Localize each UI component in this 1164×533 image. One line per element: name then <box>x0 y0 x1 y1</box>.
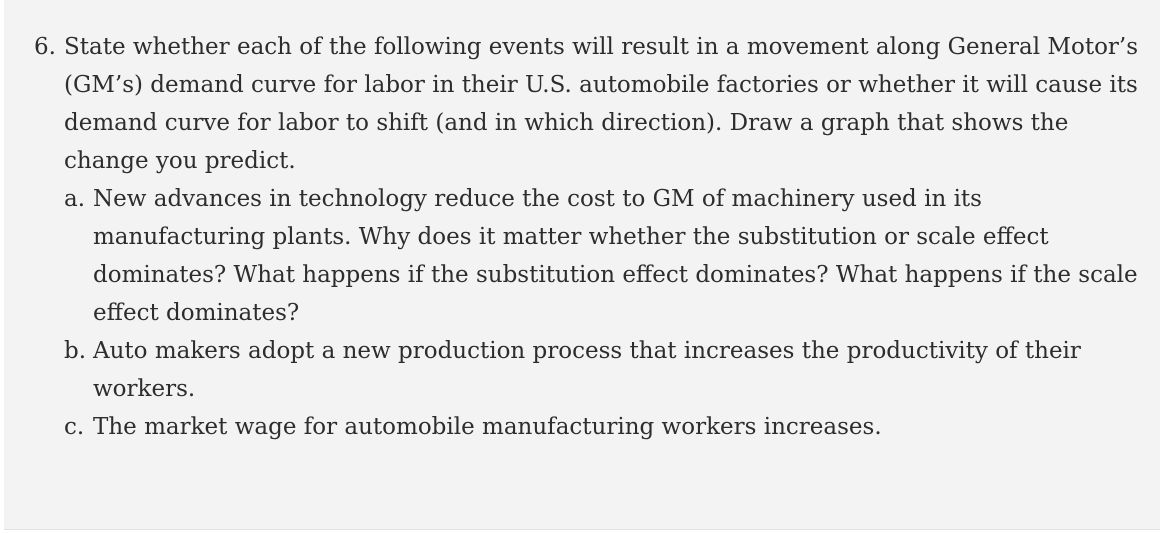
sub-question-letter: c. <box>64 414 85 440</box>
sub-question-letter: a. <box>64 186 86 212</box>
sub-question-text: The market wage for automobile manufactu… <box>93 414 882 440</box>
sub-question-c: c. The market wage for automobile manufa… <box>64 408 1144 446</box>
sub-question-a: a. New advances in technology reduce the… <box>64 180 1144 332</box>
sub-question-text: Auto makers adopt a new production proce… <box>93 338 1081 402</box>
sub-question-letter: b. <box>64 338 87 364</box>
sub-question-list: a. New advances in technology reduce the… <box>64 180 1144 446</box>
question-stem-text: State whether each of the following even… <box>64 34 1139 174</box>
question-stem: 6. State whether each of the following e… <box>34 28 1144 180</box>
sub-question-text: New advances in technology reduce the co… <box>93 186 1138 326</box>
sub-question-b: b. Auto makers adopt a new production pr… <box>64 332 1144 408</box>
question-6: 6. State whether each of the following e… <box>34 28 1144 446</box>
question-number: 6. <box>34 34 56 60</box>
question-panel: 6. State whether each of the following e… <box>4 0 1160 530</box>
